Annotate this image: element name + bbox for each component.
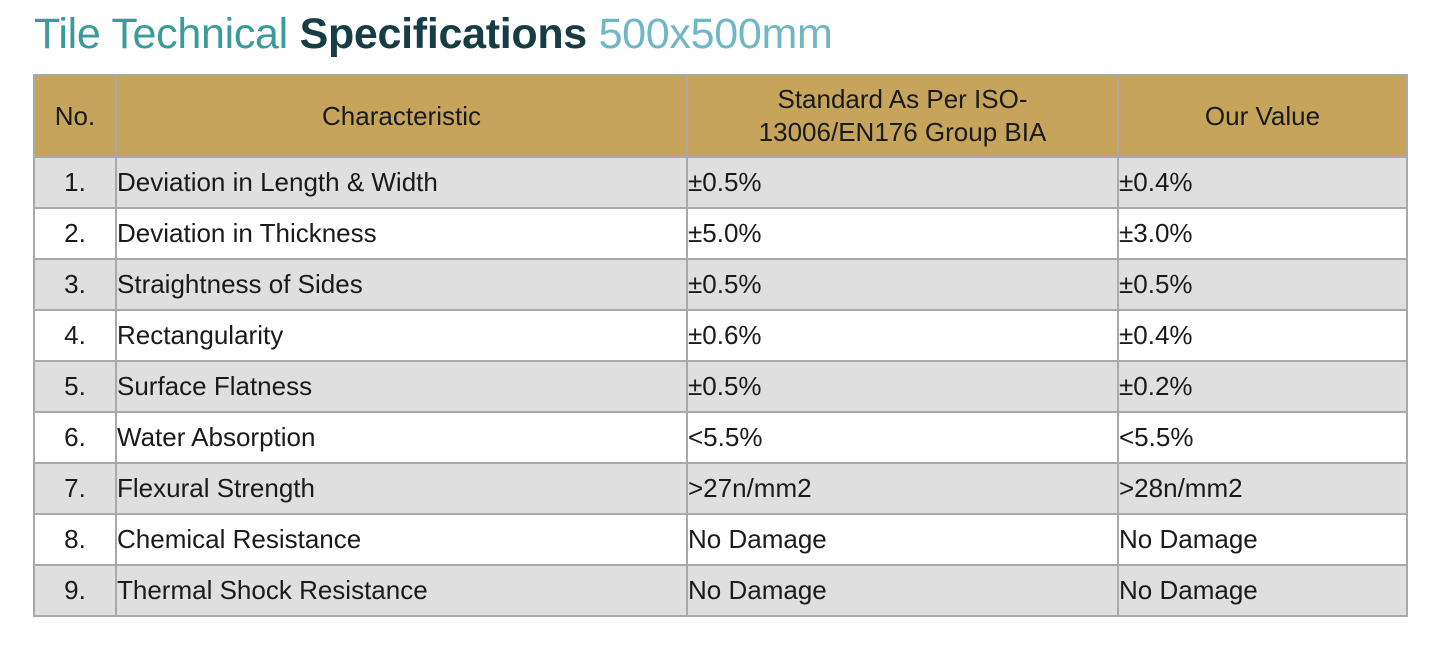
table-header-row: No. Characteristic Standard As Per ISO- … (33, 74, 1408, 158)
cell-our-value: ±0.2% (1117, 360, 1408, 413)
cell-no: 9. (33, 564, 117, 617)
header-characteristic: Characteristic (115, 74, 688, 158)
cell-no: 3. (33, 258, 117, 311)
cell-standard-value: ±0.5% (686, 156, 1119, 209)
header-standard-line1: Standard As Per ISO- (777, 84, 1028, 114)
cell-our-value: >28n/mm2 (1117, 462, 1408, 515)
cell-our-value: ±3.0% (1117, 207, 1408, 260)
cell-our-value: ±0.5% (1117, 258, 1408, 311)
cell-standard-value: ±5.0% (686, 207, 1119, 260)
title-part-bold: Specifications (299, 10, 588, 58)
cell-characteristic: Surface Flatness (115, 360, 688, 413)
cell-characteristic: Thermal Shock Resistance (115, 564, 688, 617)
cell-standard-value: No Damage (686, 564, 1119, 617)
cell-our-value: ±0.4% (1117, 156, 1408, 209)
cell-standard-value: ±0.6% (686, 309, 1119, 362)
title-part-size: 500x500mm (586, 10, 833, 58)
cell-characteristic: Chemical Resistance (115, 513, 688, 566)
table-row: 8. Chemical Resistance No Damage No Damage (33, 513, 1408, 566)
header-no: No. (33, 74, 117, 158)
page-title: Tile Technical Specifications 500x500mm (34, 8, 833, 60)
cell-standard-value: <5.5% (686, 411, 1119, 464)
table-row: 9. Thermal Shock Resistance No Damage No Da… (33, 564, 1408, 617)
cell-characteristic: Water Absorption (115, 411, 688, 464)
cell-no: 7. (33, 462, 117, 515)
cell-characteristic: Deviation in Length & Width (115, 156, 688, 209)
cell-standard-value: ±0.5% (686, 258, 1119, 311)
header-standard: Standard As Per ISO- 13006/EN176 Group B… (686, 74, 1119, 158)
table-row: 3. Straightness of Sides ±0.5% ±0.5% (33, 258, 1408, 311)
cell-our-value: <5.5% (1117, 411, 1408, 464)
cell-no: 6. (33, 411, 117, 464)
cell-no: 4. (33, 309, 117, 362)
cell-standard-value: >27n/mm2 (686, 462, 1119, 515)
header-our-value: Our Value (1117, 74, 1408, 158)
table-row: 5. Surface Flatness ±0.5% ±0.2% (33, 360, 1408, 413)
table-row: 7. Flexural Strength >27n/mm2 >28n/mm2 (33, 462, 1408, 515)
cell-characteristic: Flexural Strength (115, 462, 688, 515)
table-row: 6. Water Absorption <5.5% <5.5% (33, 411, 1408, 464)
cell-no: 2. (33, 207, 117, 260)
cell-standard-value: ±0.5% (686, 360, 1119, 413)
cell-standard-value: No Damage (686, 513, 1119, 566)
cell-characteristic: Rectangularity (115, 309, 688, 362)
specifications-table: No. Characteristic Standard As Per ISO- … (33, 74, 1408, 617)
table-row: 2. Deviation in Thickness ±5.0% ±3.0% (33, 207, 1408, 260)
header-standard-line2: 13006/EN176 Group BIA (758, 117, 1047, 147)
table-body: 1. Deviation in Length & Width ±0.5% ±0.4% 2… (33, 156, 1408, 617)
cell-characteristic: Deviation in Thickness (115, 207, 688, 260)
cell-no: 1. (33, 156, 117, 209)
table-row: 1. Deviation in Length & Width ±0.5% ±0.4% (33, 156, 1408, 209)
cell-no: 8. (33, 513, 117, 566)
cell-no: 5. (33, 360, 117, 413)
title-part-light: Tile Technical (34, 10, 300, 58)
cell-characteristic: Straightness of Sides (115, 258, 688, 311)
cell-our-value: ±0.4% (1117, 309, 1408, 362)
cell-our-value: No Damage (1117, 564, 1408, 617)
cell-our-value: No Damage (1117, 513, 1408, 566)
table-row: 4. Rectangularity ±0.6% ±0.4% (33, 309, 1408, 362)
